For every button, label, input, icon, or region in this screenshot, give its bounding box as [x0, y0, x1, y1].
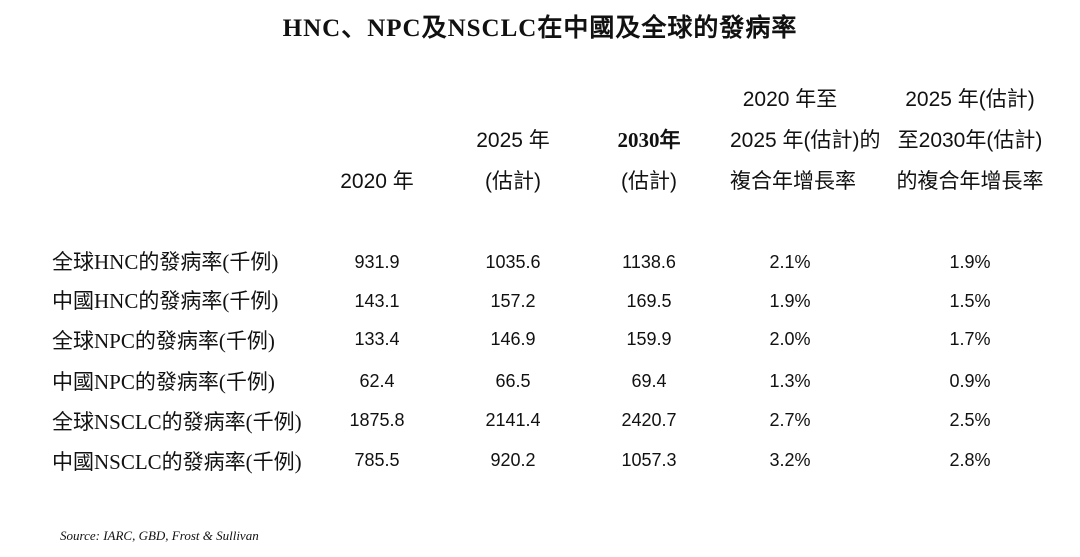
table-cell: 169.5	[626, 291, 672, 311]
column-header-2030: 2030年 (估計)	[594, 120, 704, 202]
header-line: 的複合年增長率	[896, 170, 1044, 193]
table-cell: 2141.4	[485, 410, 541, 430]
table-cell: 785.5	[354, 450, 400, 470]
row-label-global-nsclc: 全球NSCLC的發病率(千例)	[52, 410, 302, 434]
table-cell: 143.1	[354, 291, 400, 311]
column-header-cagr-2025-2030: 2025 年(估計) 至2030年(估計) 的複合年增長率	[892, 79, 1048, 202]
table-cell: 2420.7	[621, 410, 677, 430]
table-cell: 1.9%	[949, 252, 991, 272]
table-cell: 159.9	[626, 329, 672, 349]
table-title: HNC、NPC及NSCLC在中國及全球的發病率	[282, 15, 798, 42]
column-header-cagr-2020-2025: 2020 年至 2025 年(估計)的 複合年增長率	[730, 79, 881, 202]
header-line: 複合年增長率	[730, 170, 856, 193]
header-line: 2025 年(估計)的	[730, 129, 881, 152]
header-line: 2020 年	[340, 170, 414, 193]
table-cell: 146.9	[490, 329, 536, 349]
row-label-china-npc: 中國NPC的發病率(千例)	[52, 370, 275, 394]
table-cell: 1057.3	[621, 450, 677, 470]
table-cell: 3.2%	[769, 450, 811, 470]
table-cell: 920.2	[490, 450, 536, 470]
table-cell: 157.2	[490, 291, 536, 311]
table-cell: 1138.6	[622, 252, 676, 272]
table-cell: 1.9%	[769, 291, 811, 311]
table-cell: 931.9	[354, 252, 400, 272]
table-cell: 1.5%	[949, 291, 991, 311]
table-cell: 2.0%	[769, 329, 811, 349]
table-cell: 1.7%	[949, 329, 991, 349]
table-cell: 2.7%	[769, 410, 811, 430]
header-line: (估計)	[485, 170, 541, 193]
table-cell: 1875.8	[349, 410, 405, 430]
source-note: Source: IARC, GBD, Frost & Sullivan	[60, 528, 259, 543]
row-label-global-hnc: 全球HNC的發病率(千例)	[52, 250, 279, 274]
table-cell: 69.4	[631, 371, 667, 391]
table-cell: 2.8%	[949, 450, 991, 470]
table-cell: 133.4	[354, 329, 400, 349]
header-line: 2025 年	[476, 129, 550, 152]
table-cell: 2.5%	[949, 410, 991, 430]
header-line: 2020 年至	[742, 88, 838, 111]
table-cell: 66.5	[495, 371, 531, 391]
header-line: 至2030年(估計)	[897, 129, 1043, 152]
header-line: (估計)	[621, 170, 677, 193]
header-line: 2030年	[617, 128, 681, 152]
table-cell: 62.4	[359, 371, 395, 391]
row-label-china-nsclc: 中國NSCLC的發病率(千例)	[52, 450, 302, 474]
table-cell: 0.9%	[949, 371, 991, 391]
row-label-china-hnc: 中國HNC的發病率(千例)	[52, 289, 279, 313]
column-header-2025: 2025 年 (估計)	[458, 120, 568, 202]
row-label-global-npc: 全球NPC的發病率(千例)	[52, 329, 275, 353]
table-cell: 1.3%	[769, 371, 811, 391]
column-header-2020: 2020 年	[322, 161, 432, 202]
table-cell: 1035.6	[485, 252, 541, 272]
table-cell: 2.1%	[769, 252, 811, 272]
header-line: 2025 年(估計)	[905, 88, 1035, 111]
